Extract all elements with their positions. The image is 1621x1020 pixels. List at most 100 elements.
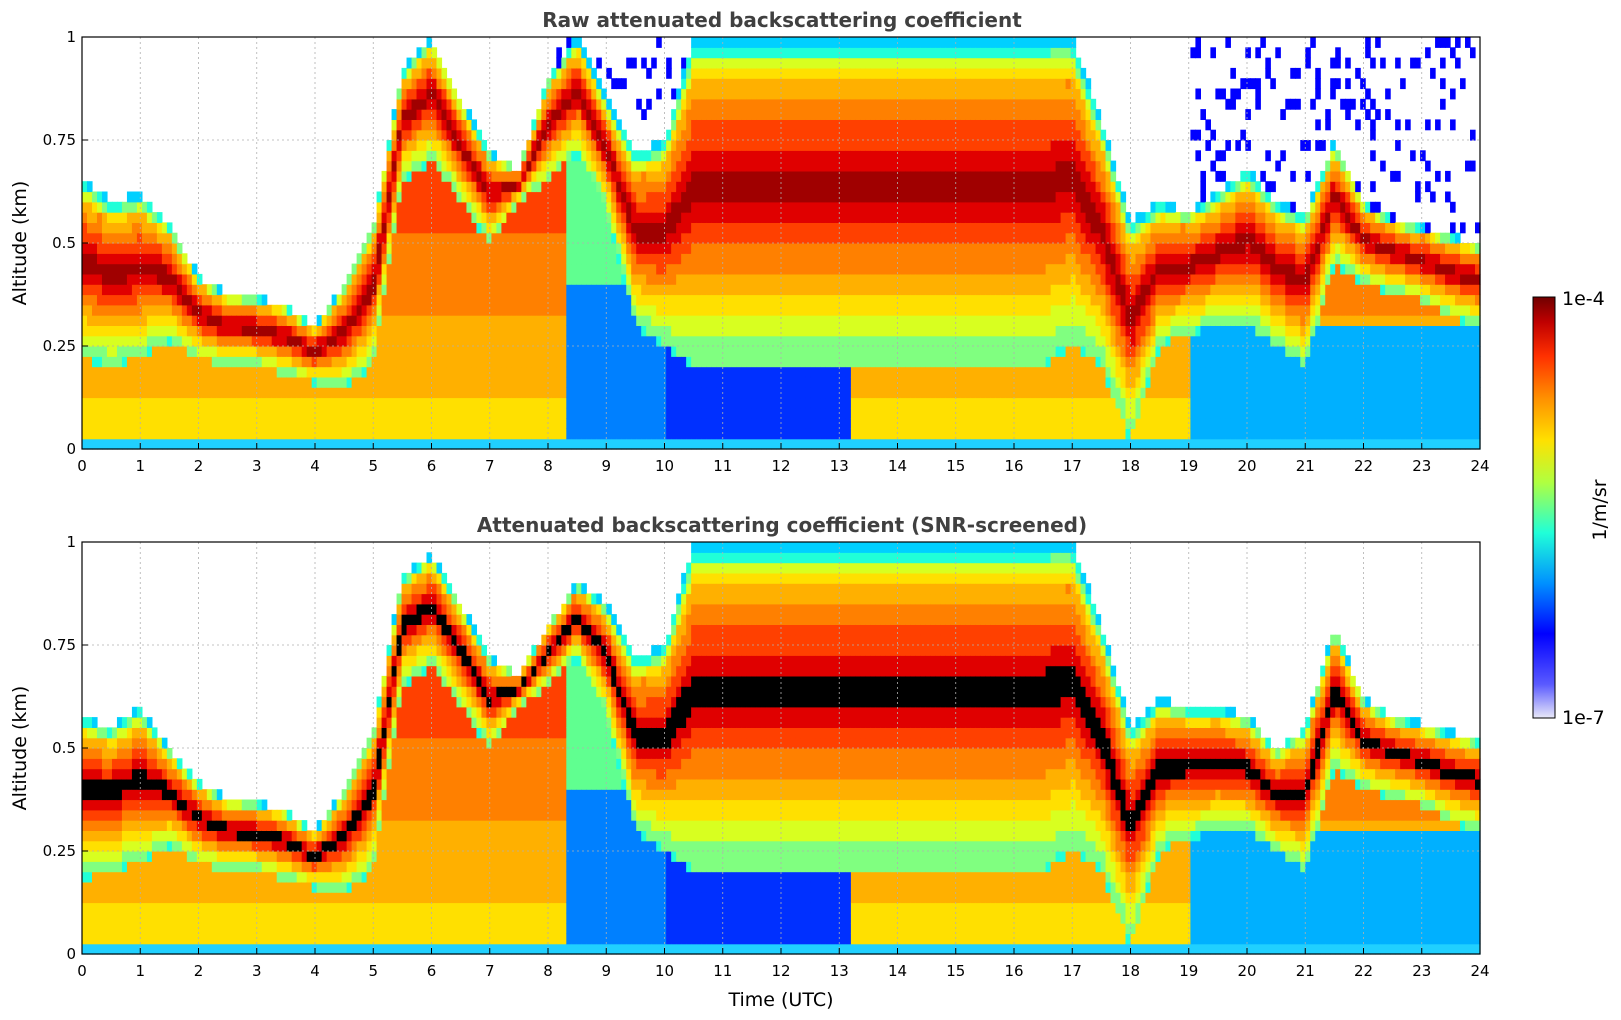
heatmap-cell: [451, 325, 458, 337]
heatmap-cell: [711, 191, 717, 203]
heatmap-cell: [711, 397, 717, 409]
heatmap-cell: [356, 284, 363, 296]
heatmap-cell: [820, 273, 827, 285]
heatmap-cell: [526, 284, 532, 296]
heatmap-cell: [566, 428, 572, 440]
heatmap-cell: [621, 325, 627, 337]
heatmap-cell: [581, 273, 587, 285]
heatmap-cell: [431, 170, 438, 182]
heatmap-cell: [656, 428, 662, 440]
heatmap-column: [281, 304, 288, 450]
heatmap-cell: [571, 376, 577, 388]
heatmap-cell: [726, 109, 732, 120]
heatmap-cell: [216, 315, 223, 326]
heatmap-cell: [126, 232, 133, 244]
heatmap-cell: [611, 170, 617, 182]
heatmap-cell: [776, 304, 782, 316]
heatmap-cell: [486, 315, 493, 326]
heatmap-cell: [226, 335, 233, 347]
heatmap-column: [865, 37, 872, 450]
heatmap-cell: [461, 150, 468, 162]
heatmap-cell: [546, 376, 552, 388]
heatmap-cell: [810, 212, 817, 223]
heatmap-cell: [151, 335, 158, 347]
heatmap-cell: [111, 201, 118, 213]
heatmap-cell: [845, 160, 852, 172]
heatmap-cell: [576, 397, 582, 409]
heatmap-cell: [820, 418, 827, 429]
heatmap-cell: [82, 315, 88, 326]
heatmap-cell: [456, 407, 463, 419]
heatmap-cell: [880, 397, 887, 409]
heatmap-cell: [606, 253, 612, 265]
heatmap-cell: [766, 140, 772, 151]
heatmap-cell: [131, 191, 138, 203]
heatmap-cell: [136, 315, 143, 326]
heatmap-column: [166, 222, 173, 450]
heatmap-cell: [436, 284, 443, 296]
heatmap-cell: [431, 273, 438, 285]
heatmap-cell: [391, 243, 398, 254]
heatmap-cell: [606, 129, 612, 141]
heatmap-cell: [671, 376, 677, 388]
heatmap-cell: [336, 304, 343, 316]
heatmap-cell: [790, 366, 797, 378]
heatmap-cell: [840, 129, 847, 141]
heatmap-cell: [731, 263, 737, 275]
heatmap-cell: [431, 438, 438, 450]
heatmap-cell: [885, 212, 892, 223]
heatmap-cell: [810, 201, 817, 213]
heatmap-cell: [281, 304, 288, 316]
heatmap-cell: [840, 47, 847, 59]
heatmap-cell: [491, 222, 497, 234]
heatmap-cell: [776, 212, 782, 223]
heatmap-cell: [785, 428, 792, 440]
heatmap-cell: [336, 346, 343, 357]
heatmap-cell: [691, 57, 697, 69]
heatmap-cell: [606, 232, 612, 244]
heatmap-cell: [226, 356, 233, 368]
heatmap-cell: [416, 170, 423, 182]
heatmap-cell: [756, 212, 762, 223]
heatmap-cell: [506, 376, 512, 388]
heatmap-cell: [461, 243, 468, 254]
heatmap-cell: [276, 397, 283, 409]
heatmap-cell: [441, 119, 448, 131]
heatmap-cell: [261, 418, 268, 429]
heatmap-cell: [546, 428, 552, 440]
heatmap-cell: [860, 78, 867, 90]
heatmap-cell: [101, 212, 108, 223]
heatmap-cell: [641, 170, 647, 182]
heatmap-cell: [131, 294, 138, 306]
heatmap-cell: [216, 428, 223, 440]
heatmap-cell: [776, 356, 782, 368]
heatmap-cell: [785, 119, 792, 131]
heatmap-cell: [815, 222, 822, 234]
heatmap-cell: [471, 150, 478, 162]
heatmap-column: [825, 37, 832, 450]
heatmap-cell: [521, 181, 527, 193]
heatmap-cell: [381, 253, 388, 265]
heatmap-cell: [201, 304, 208, 316]
heatmap-cell: [541, 356, 547, 368]
heatmap-cell: [631, 294, 637, 306]
heatmap-cell: [631, 346, 637, 357]
heatmap-cell: [781, 284, 787, 296]
heatmap-cell: [141, 387, 148, 399]
heatmap-cell: [216, 387, 223, 399]
heatmap-cell: [651, 181, 657, 193]
heatmap-cell: [815, 47, 822, 59]
heatmap-cell: [766, 67, 772, 79]
heatmap-cell: [606, 160, 612, 172]
heatmap-cell: [661, 191, 667, 203]
heatmap-cell: [386, 170, 393, 182]
heatmap-cell: [306, 335, 313, 347]
heatmap-cell: [341, 397, 348, 409]
heatmap-column: [691, 37, 697, 450]
heatmap-cell: [106, 418, 113, 429]
heatmap-cell: [481, 397, 488, 409]
heatmap-cell: [751, 387, 757, 399]
heatmap-cell: [636, 191, 642, 203]
heatmap-cell: [416, 263, 423, 275]
heatmap-cell: [311, 346, 318, 357]
